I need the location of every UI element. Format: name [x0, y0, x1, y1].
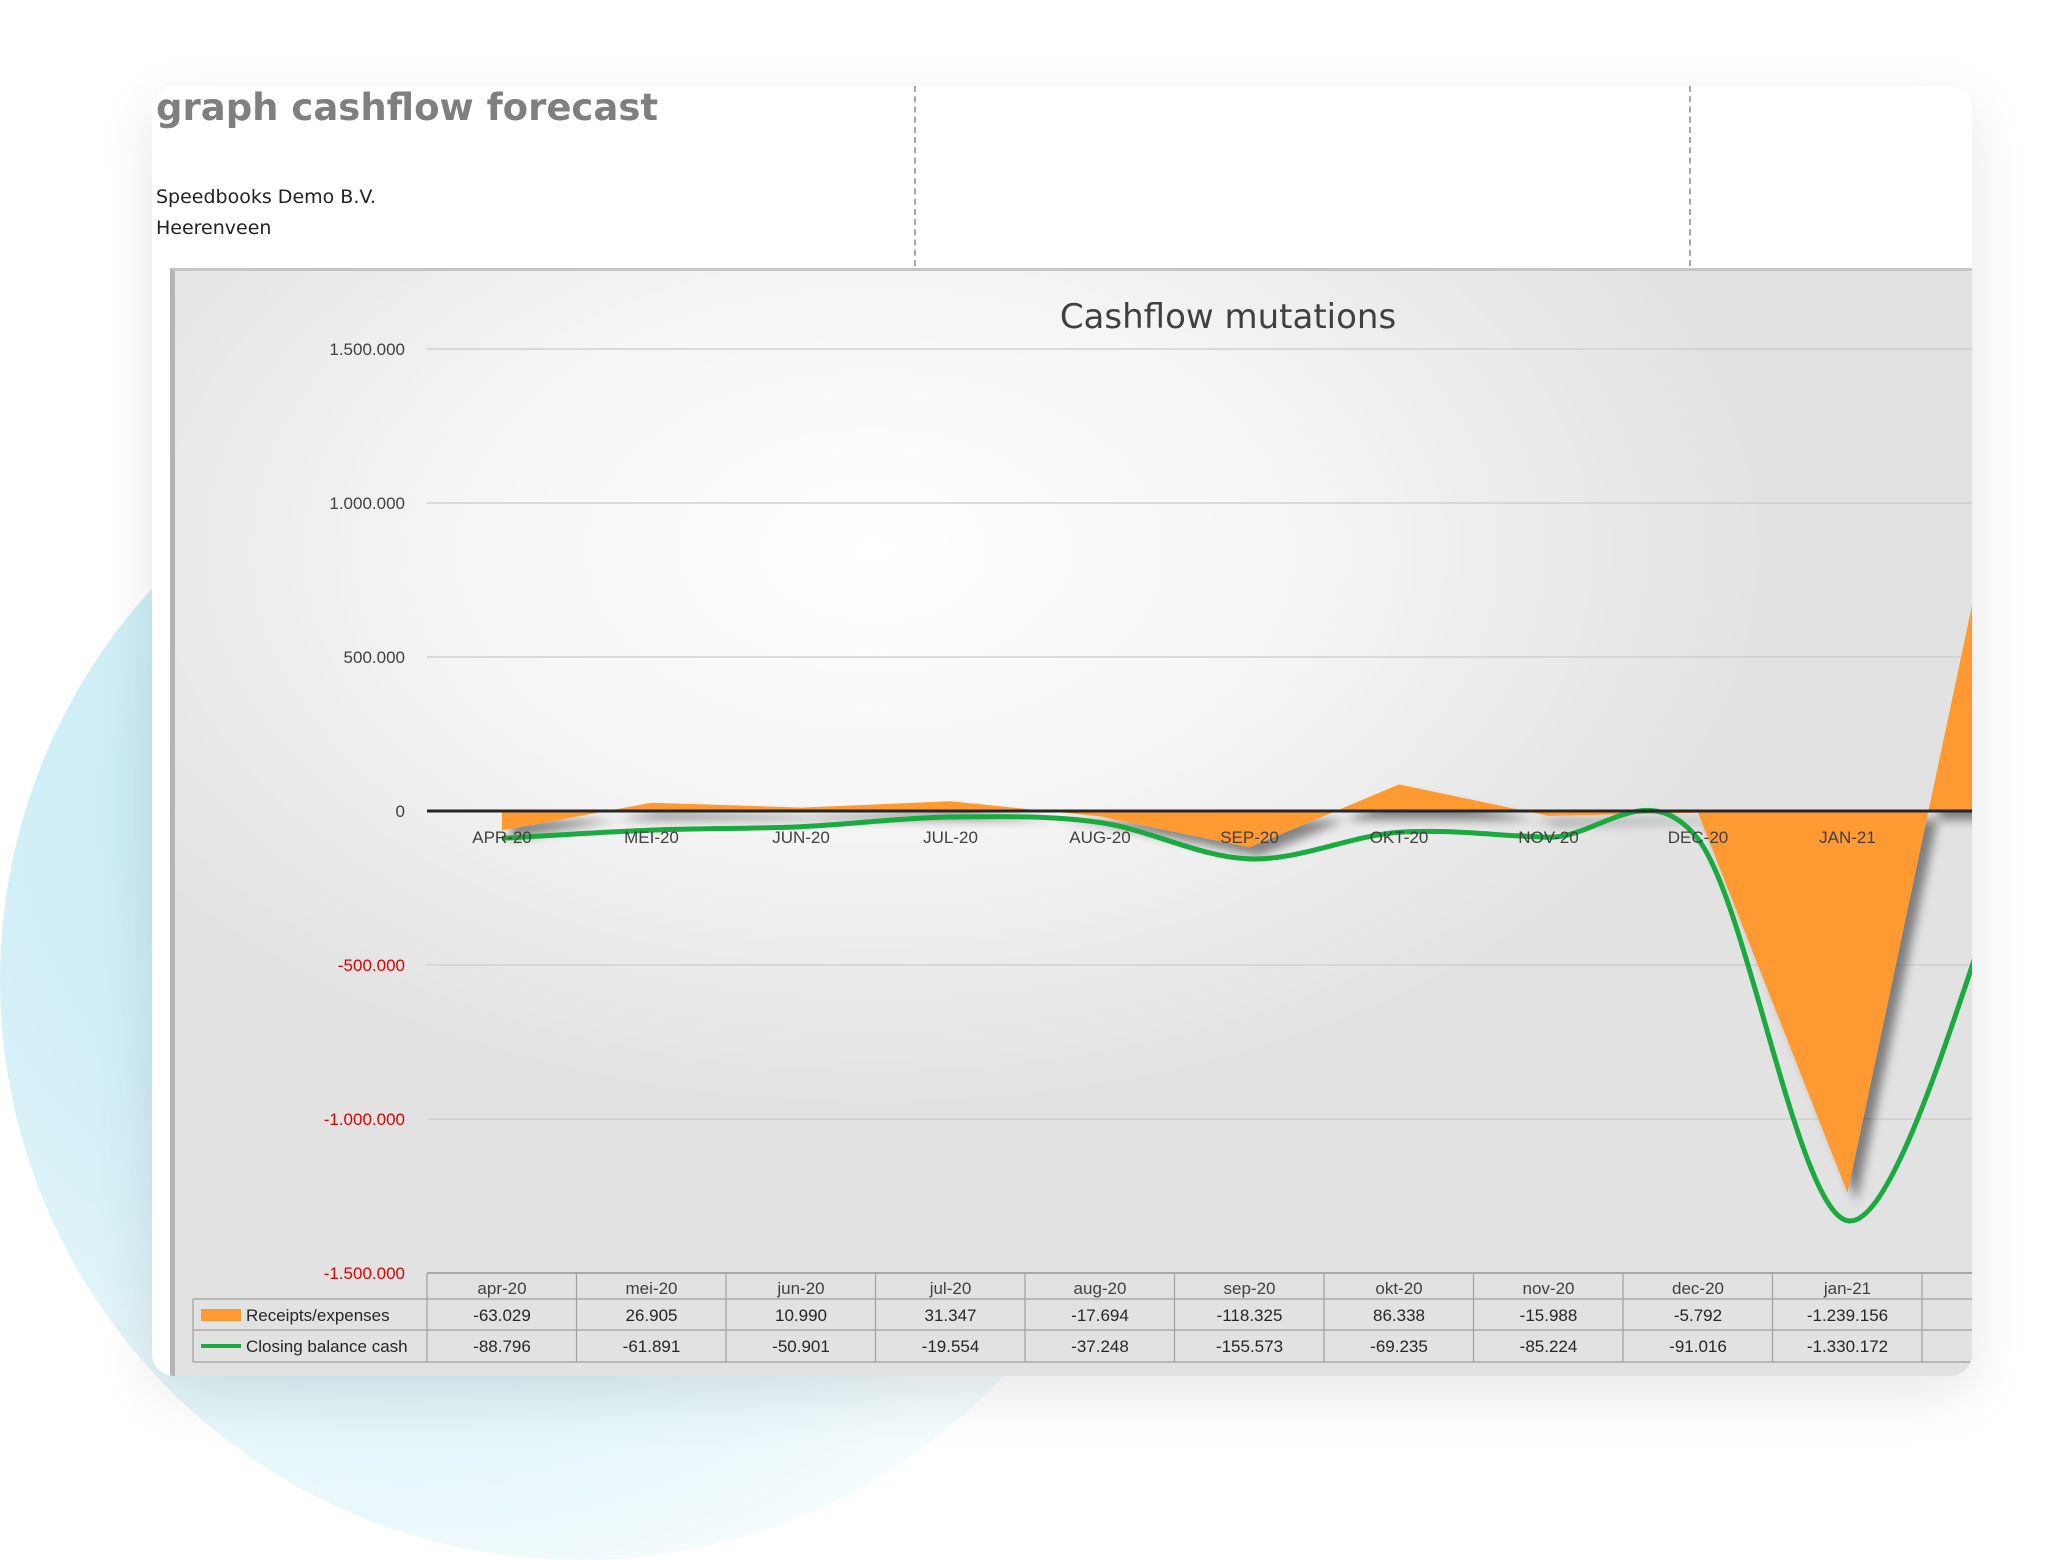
y-tick-label: 500.000 [344, 648, 405, 667]
table-value-cell: -15.988 [1520, 1306, 1578, 1325]
page-break-line [914, 86, 916, 266]
chart-title: Cashflow mutations [1060, 297, 1396, 337]
page-break-line [1689, 86, 1691, 266]
table-value-cell: -1.239.156 [1807, 1306, 1888, 1325]
table-header-cell: mei-20 [626, 1279, 678, 1298]
x-axis-label: NOV-20 [1518, 828, 1578, 847]
y-tick-label: -500.000 [338, 956, 405, 975]
x-axis-label: APR-20 [472, 828, 532, 847]
table-value-cell: -37.248 [1071, 1337, 1129, 1356]
sheet-title: graph cashflow forecast [156, 86, 659, 129]
table-header-cell: nov-20 [1523, 1279, 1575, 1298]
table-value-cell: -61.891 [623, 1337, 681, 1356]
x-axis-label: JUN-20 [772, 828, 830, 847]
axis-layer: 1.500.000 1.000.000 500.000 0 -500.000 -1.000… [324, 340, 1972, 1283]
x-axis-label: OKT-20 [1370, 828, 1429, 847]
table-value-cell: -1.330.172 [1807, 1337, 1888, 1356]
table-value-cell: -118.325 [1217, 1306, 1283, 1325]
table-header-cell: jul-20 [929, 1279, 972, 1298]
table-value-cell: -5.792 [1674, 1306, 1722, 1325]
y-tick-label: 1.000.000 [329, 494, 405, 513]
x-axis-label: JUL-20 [923, 828, 978, 847]
table-header-cell: jun-20 [776, 1279, 824, 1298]
x-axis-label: DEC-20 [1668, 828, 1728, 847]
table-header-cell: jan-21 [1823, 1279, 1871, 1298]
table-value-cell: -69.235 [1370, 1337, 1428, 1356]
chart-area[interactable]: Cashflow mutations 1.500.000 1.000.000 500… [170, 268, 1972, 1376]
table-value-cell: -155.573 [1216, 1337, 1283, 1356]
y-tick-label: 1.500.000 [329, 340, 405, 359]
y-tick-label: -1.000.000 [324, 1110, 405, 1129]
x-axis-label: SEP-20 [1220, 828, 1279, 847]
table-value-cell: -88.796 [473, 1337, 531, 1356]
table-header-cell: aug-20 [1074, 1279, 1127, 1298]
table-value-cell: 86.338 [1373, 1306, 1425, 1325]
table-value-cell: -50.901 [772, 1337, 830, 1356]
receipts-expenses-area [502, 605, 1972, 1193]
table-value-cell: 26.905 [626, 1306, 678, 1325]
x-axis-label: AUG-20 [1069, 828, 1130, 847]
table-value-cell: -63.029 [473, 1306, 531, 1325]
legend-label: Receipts/expenses [246, 1306, 390, 1325]
closing-balance-line [501, 807, 1972, 1224]
cashflow-chart: Cashflow mutations 1.500.000 1.000.000 500… [192, 297, 1972, 1363]
table-header-cell: dec-20 [1672, 1279, 1724, 1298]
legend-key-receipts [201, 1309, 241, 1321]
table-header-cell: apr-20 [477, 1279, 526, 1298]
series-layer [501, 605, 1972, 1224]
y-tick-label: -1.500.000 [324, 1264, 405, 1283]
table-value-cell: 31.347 [925, 1306, 977, 1325]
y-tick-label: 0 [396, 802, 405, 821]
table-value-cell: -19.554 [922, 1337, 980, 1356]
table-header-cell: sep-20 [1224, 1279, 1276, 1298]
company-name: Speedbooks Demo B.V. [156, 186, 376, 208]
company-city: Heerenveen [156, 217, 272, 239]
report-card: graph cashflow forecast Speedbooks Demo … [152, 86, 1972, 1376]
legend-label: Closing balance cash [246, 1337, 408, 1356]
table-value-cell: -91.016 [1669, 1337, 1727, 1356]
x-axis-label: MEI-20 [624, 828, 679, 847]
table-value-cell: 10.990 [775, 1306, 827, 1325]
data-table: apr-20 mei-20 jun-20 jul-20 aug-20 sep-20 okt-… [192, 1272, 1972, 1363]
table-value-cell: -17.694 [1071, 1306, 1129, 1325]
table-header-cell: okt-20 [1375, 1279, 1422, 1298]
table-value-cell: -85.224 [1520, 1337, 1578, 1356]
x-axis-label: JAN-21 [1819, 828, 1876, 847]
